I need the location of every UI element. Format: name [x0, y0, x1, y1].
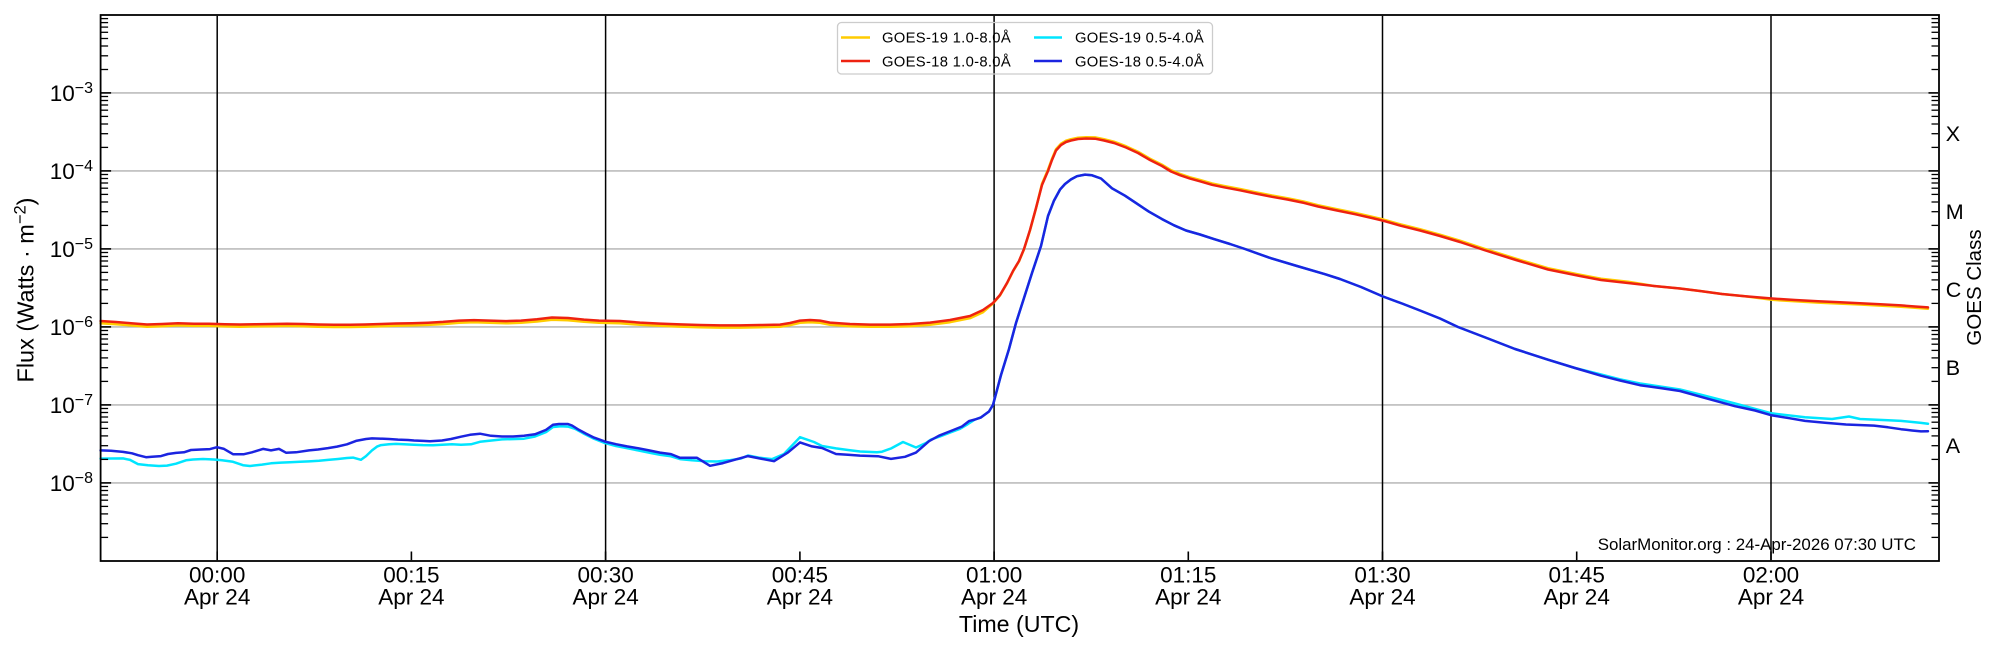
svg-text:Flux (Watts · m−2): Flux (Watts · m−2): [12, 197, 39, 382]
svg-text:X: X: [1946, 122, 1960, 146]
svg-text:Apr 24: Apr 24: [1738, 585, 1804, 610]
svg-text:00:00: 00:00: [189, 562, 245, 587]
svg-text:02:00: 02:00: [1743, 562, 1799, 587]
svg-text:A: A: [1946, 434, 1961, 458]
svg-text:SolarMonitor.org : 24-Apr-2026: SolarMonitor.org : 24-Apr-2026 07:30 UTC: [1598, 535, 1916, 554]
svg-text:GOES Class: GOES Class: [1963, 229, 1986, 345]
svg-text:Apr 24: Apr 24: [961, 585, 1027, 610]
svg-text:Apr 24: Apr 24: [1349, 585, 1415, 610]
svg-text:Apr 24: Apr 24: [1155, 585, 1221, 610]
svg-text:Time (UTC): Time (UTC): [959, 611, 1079, 637]
svg-text:M: M: [1946, 200, 1964, 224]
svg-text:C: C: [1946, 278, 1962, 302]
svg-text:Apr 24: Apr 24: [572, 585, 638, 610]
svg-text:01:15: 01:15: [1160, 562, 1216, 587]
svg-text:01:30: 01:30: [1354, 562, 1410, 587]
svg-text:Apr 24: Apr 24: [1544, 585, 1610, 610]
svg-text:Apr 24: Apr 24: [378, 585, 444, 610]
svg-text:GOES-18 1.0-8.0Å: GOES-18 1.0-8.0Å: [882, 53, 1011, 70]
svg-text:01:45: 01:45: [1549, 562, 1605, 587]
svg-text:00:30: 00:30: [577, 562, 633, 587]
svg-text:01:00: 01:00: [966, 562, 1022, 587]
svg-text:GOES-19 1.0-8.0Å: GOES-19 1.0-8.0Å: [882, 30, 1011, 47]
svg-text:00:15: 00:15: [383, 562, 439, 587]
svg-text:GOES-19 0.5-4.0Å: GOES-19 0.5-4.0Å: [1075, 30, 1204, 47]
svg-text:00:45: 00:45: [772, 562, 828, 587]
svg-text:GOES-18 0.5-4.0Å: GOES-18 0.5-4.0Å: [1075, 53, 1204, 70]
svg-text:10−8: 10−8: [50, 470, 93, 496]
svg-text:Apr 24: Apr 24: [767, 585, 833, 610]
svg-text:B: B: [1946, 356, 1960, 380]
svg-text:Apr 24: Apr 24: [184, 585, 250, 610]
